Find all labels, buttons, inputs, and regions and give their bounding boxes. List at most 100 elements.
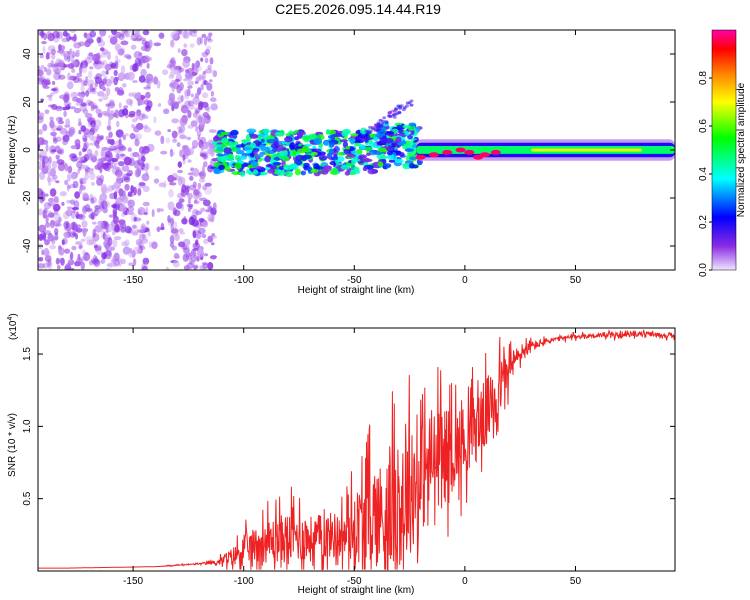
heat-noise-blob: [69, 251, 74, 260]
heat-noise-blob: [100, 59, 108, 69]
heat-noise-blob: [205, 105, 211, 113]
heat-noise-blob: [80, 238, 86, 242]
heat-noise-blob: [109, 36, 118, 45]
heat-noise-blob: [39, 31, 45, 37]
spectrogram-ytick-label: -20: [22, 190, 33, 205]
heat-band-blob: [249, 142, 256, 148]
heat-noise-blob: [103, 200, 111, 209]
spectrogram-ytick-label: 40: [22, 48, 33, 60]
heat-noise-blob: [133, 125, 140, 133]
heat-noise-blob: [201, 33, 207, 38]
heat-noise-blob: [141, 265, 148, 270]
heat-band-blob: [307, 166, 312, 172]
heat-noise-blob: [198, 247, 203, 254]
colorbar-gradient: [711, 29, 737, 271]
heat-noise-blob: [105, 223, 114, 233]
heat-noise-blob: [38, 164, 42, 171]
heat-hotspot: [442, 149, 453, 155]
heat-noise-blob: [209, 57, 214, 65]
heat-noise-blob: [66, 81, 74, 90]
heat-noise-blob: [53, 72, 61, 81]
heat-noise-blob: [105, 70, 109, 75]
heat-band-blob: [409, 156, 417, 161]
heat-band-blob: [252, 147, 260, 153]
heat-noise-blob: [115, 153, 121, 159]
heat-noise-blob: [183, 43, 188, 48]
heat-noise-blob: [203, 161, 208, 168]
heat-noise-blob: [132, 91, 137, 99]
heat-noise-blob: [45, 52, 50, 60]
heat-noise-blob: [178, 198, 185, 203]
heat-noise-blob: [153, 116, 157, 124]
heat-noise-blob: [192, 264, 199, 269]
heat-noise-blob: [66, 183, 70, 192]
heat-streak-blob: [402, 106, 407, 110]
snr-ylabel: SNR (10 * v/v): [7, 413, 18, 477]
heat-noise-blob: [38, 129, 43, 135]
heat-noise-blob: [125, 32, 130, 38]
heat-noise-blob: [139, 37, 146, 41]
heat-noise-blob: [156, 226, 161, 232]
snr-frame: [37, 327, 676, 572]
heat-noise-blob: [159, 208, 164, 212]
heat-noise-blob: [180, 203, 185, 211]
heat-noise-blob: [58, 74, 66, 80]
spectrogram-ytick-label: 0: [22, 147, 33, 153]
heat-noise-blob: [64, 163, 69, 172]
heat-band-blob: [340, 164, 350, 170]
heat-noise-blob: [65, 263, 71, 270]
heat-band-blob: [391, 142, 396, 148]
heat-noise-blob: [109, 192, 116, 200]
heat-noise-blob: [187, 110, 192, 119]
heat-noise-blob: [187, 192, 193, 200]
heat-noise-blob: [148, 39, 153, 49]
heat-noise-blob: [199, 36, 204, 45]
heat-noise-blob: [119, 195, 126, 201]
heat-noise-blob: [120, 47, 125, 54]
heat-noise-blob: [133, 246, 141, 255]
heat-noise-blob: [178, 125, 186, 133]
heat-noise-blob: [142, 30, 150, 36]
heat-noise-blob: [95, 73, 103, 79]
heat-noise-blob: [48, 96, 53, 102]
colorbar-ticks: 0.0 0.2 0.4 0.6 0.8: [698, 71, 712, 277]
heat-noise-blob: [72, 96, 79, 102]
heat-band-blob: [386, 151, 393, 156]
heat-noise-blob: [207, 213, 215, 222]
heat-noise-blob: [132, 258, 137, 266]
heat-band-blob: [279, 150, 285, 156]
heat-band-blob: [406, 151, 416, 155]
spectrogram-panel: -150 -100 -50 0 50 -40 -20 0 20 40 Height of stra…: [7, 29, 676, 296]
heat-noise-blob: [156, 80, 161, 89]
heat-band-blob: [239, 155, 248, 160]
heat-band-blob: [256, 154, 264, 158]
heat-noise-blob: [107, 237, 113, 247]
heat-noise-blob: [59, 127, 68, 135]
heat-noise-blob: [81, 220, 88, 228]
heat-band-blob: [344, 171, 350, 176]
heat-noise-blob: [70, 36, 78, 41]
heat-noise-blob: [187, 80, 195, 86]
heat-noise-blob: [197, 134, 201, 141]
heat-noise-blob: [66, 32, 71, 42]
heat-noise-blob: [44, 255, 52, 262]
heat-noise-blob: [90, 105, 95, 112]
heat-noise-blob: [52, 203, 61, 212]
heat-noise-blob: [120, 134, 125, 139]
heat-noise-blob: [40, 98, 44, 102]
heat-noise-blob: [44, 79, 51, 86]
heat-noise-blob: [131, 250, 136, 258]
colorbar-tick-label: 0.2: [698, 215, 709, 229]
heat-band-blob: [410, 129, 415, 136]
heat-noise-blob: [50, 48, 56, 56]
heat-noise-blob: [192, 112, 197, 118]
heat-band-blob: [382, 163, 392, 168]
heat-noise-blob: [47, 258, 52, 267]
heat-noise-blob: [208, 32, 213, 37]
heat-noise-blob: [38, 193, 44, 201]
heat-noise-blob: [66, 206, 74, 210]
heat-noise-blob: [78, 188, 82, 195]
heat-noise-blob: [189, 30, 193, 36]
heat-noise-blob: [80, 62, 84, 70]
heat-noise-blob: [108, 113, 114, 120]
